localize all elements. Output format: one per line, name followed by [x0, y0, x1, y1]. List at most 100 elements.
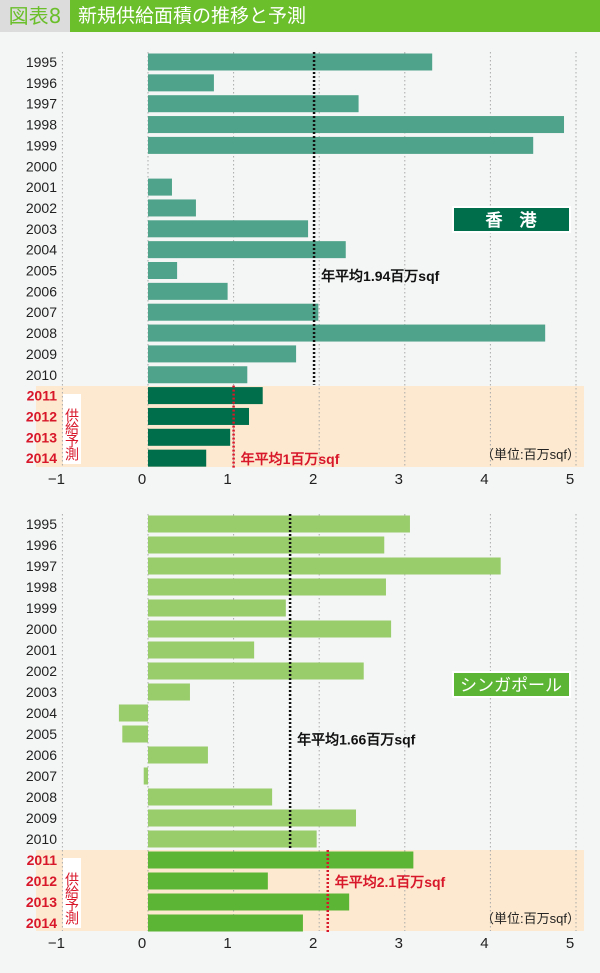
region-label-box — [452, 671, 571, 698]
bar-2011 — [148, 387, 263, 405]
unit-label: （単位:百万sqf） — [481, 447, 580, 462]
y-tick-label: 2009 — [26, 810, 57, 826]
region-label-box — [452, 206, 571, 233]
y-tick-label: 2010 — [26, 831, 57, 847]
y-tick-label: 2000 — [26, 158, 57, 174]
unit-label: （単位:百万sqf） — [481, 911, 580, 926]
bar-2012 — [148, 407, 250, 425]
bar-1998 — [148, 578, 386, 596]
bar-2003 — [148, 220, 309, 238]
average-label: 年平均1百万sqf — [241, 451, 340, 467]
forecast-label: 供給予測 — [64, 872, 80, 926]
y-tick-label: 2010 — [26, 367, 57, 383]
forecast-band — [36, 386, 584, 467]
bar-2001 — [148, 178, 172, 196]
figure-header: 図表8 新規供給面積の推移と予測 — [0, 0, 600, 32]
y-tick-label: 2003 — [26, 684, 57, 700]
y-tick-label: 2014 — [26, 915, 57, 931]
y-tick-label: 1998 — [26, 117, 57, 133]
bar-2008 — [148, 788, 273, 806]
bar-2009 — [148, 345, 297, 363]
y-tick-label: 2007 — [26, 304, 57, 320]
y-tick-label: 2013 — [26, 429, 57, 445]
panel-0: −1 0 1 2 3 4 5 1995 1996 1997 1998 1999 2000 2001 2002… — [26, 52, 584, 488]
x-tick-label: 5 — [566, 935, 574, 952]
y-tick-label: 2008 — [26, 325, 57, 341]
bar-2000 — [148, 620, 392, 638]
forecast-label-box — [63, 858, 81, 928]
y-tick-label: 2001 — [26, 642, 57, 658]
y-tick-label: 2005 — [26, 726, 57, 742]
x-tick-label: 4 — [480, 935, 488, 952]
y-tick-label: 2002 — [26, 200, 57, 216]
bar-2003 — [148, 683, 190, 701]
y-tick-label: 2011 — [27, 852, 58, 868]
bar-2007 — [143, 767, 148, 785]
bar-2004 — [118, 704, 148, 722]
y-tick-label: 1999 — [26, 137, 57, 153]
y-tick-label: 2000 — [26, 621, 57, 637]
bar-1995 — [148, 515, 410, 533]
y-tick-label: 1998 — [26, 579, 57, 595]
x-tick-label: 3 — [395, 471, 403, 488]
bar-2002 — [148, 199, 196, 217]
y-tick-label: 1999 — [26, 600, 57, 616]
x-tick-label: 3 — [395, 935, 403, 952]
bar-2005 — [122, 725, 148, 743]
y-tick-label: 2009 — [26, 346, 57, 362]
figure-title: 新規供給面積の推移と予測 — [70, 0, 600, 32]
bar-2001 — [148, 641, 255, 659]
bar-2013 — [148, 428, 231, 446]
x-tick-label: 1 — [223, 935, 231, 952]
bar-2005 — [148, 262, 178, 279]
x-tick-label: 1 — [223, 471, 231, 488]
bar-2014 — [148, 914, 303, 932]
bar-2010 — [148, 366, 248, 384]
x-tick-label: 0 — [138, 471, 146, 488]
x-tick-label: 0 — [138, 935, 146, 952]
bar-1997 — [148, 95, 359, 113]
y-tick-label: 2011 — [27, 388, 58, 404]
x-tick-label: 4 — [480, 471, 488, 488]
y-tick-label: 1995 — [26, 54, 57, 70]
bar-2014 — [148, 449, 207, 467]
bar-1996 — [148, 74, 214, 92]
y-tick-label: 2008 — [26, 789, 57, 805]
y-tick-label: 1995 — [26, 516, 57, 532]
y-tick-label: 2005 — [26, 263, 57, 279]
average-label: 年平均1.66百万sqf — [297, 732, 416, 748]
bar-1995 — [148, 53, 433, 71]
bar-2002 — [148, 662, 364, 680]
bar-2007 — [148, 303, 319, 321]
bar-2013 — [148, 893, 350, 911]
bar-2004 — [148, 241, 346, 259]
bar-1998 — [148, 116, 565, 134]
x-tick-label: 5 — [566, 471, 574, 488]
y-tick-label: 1996 — [26, 537, 57, 553]
bar-2009 — [148, 809, 357, 827]
figure-number: 図表8 — [0, 0, 70, 32]
y-tick-label: 2004 — [26, 705, 57, 721]
bar-2008 — [148, 324, 546, 342]
bar-1999 — [148, 136, 534, 154]
bar-2006 — [148, 746, 208, 764]
y-tick-label: 2012 — [26, 873, 57, 889]
average-label: 年平均2.1百万sqf — [335, 874, 446, 890]
y-tick-label: 2014 — [26, 450, 57, 466]
bar-2012 — [148, 872, 268, 890]
y-tick-label: 2002 — [26, 663, 57, 679]
y-tick-label: 1997 — [26, 96, 57, 112]
x-tick-label: 2 — [309, 471, 317, 488]
bar-1997 — [148, 557, 501, 575]
average-label: 年平均1.94百万sqf — [321, 268, 440, 284]
y-tick-label: 2013 — [26, 894, 57, 910]
bar-2011 — [148, 851, 414, 869]
y-tick-label: 1997 — [26, 558, 57, 574]
bar-2010 — [148, 830, 317, 848]
y-tick-label: 2001 — [26, 179, 57, 195]
y-tick-label: 2012 — [26, 408, 57, 424]
y-tick-label: 2007 — [26, 768, 57, 784]
bar-1996 — [148, 536, 385, 554]
bar-2006 — [148, 282, 228, 300]
